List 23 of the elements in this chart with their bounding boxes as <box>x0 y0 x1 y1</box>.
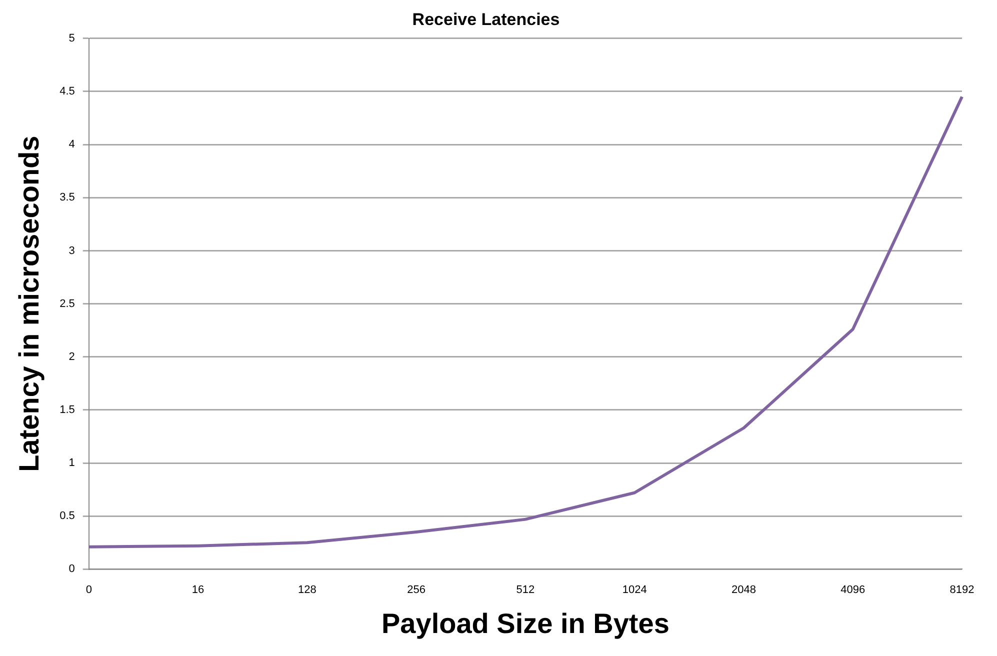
x-tick-label: 256 <box>407 584 426 596</box>
y-axis-title: Latency in microseconds <box>14 136 45 472</box>
x-tick-label: 4096 <box>840 584 866 596</box>
x-tick-label: 512 <box>516 584 535 596</box>
y-tick-label: 3 <box>68 244 75 257</box>
y-tick-label: 0 <box>68 563 75 576</box>
x-tick-label: 8192 <box>950 584 974 596</box>
y-tick-label: 0.5 <box>60 510 75 522</box>
x-tick-label: 2048 <box>731 584 756 596</box>
y-tick-label: 4.5 <box>60 86 75 98</box>
x-tick-label: 1024 <box>622 584 647 596</box>
x-tick-label: 16 <box>192 584 204 596</box>
x-axis-title: Payload Size in Bytes <box>382 608 670 639</box>
y-tick-label: 1.5 <box>60 404 75 416</box>
y-tick-label: 1 <box>68 457 75 470</box>
y-tick-label: 2.5 <box>60 298 75 310</box>
y-tick-label: 2 <box>68 350 75 363</box>
y-tick-label: 5 <box>68 32 75 44</box>
x-tick-label: 0 <box>86 584 92 596</box>
y-tick-label: 4 <box>68 138 75 151</box>
chart-title: Receive Latencies <box>412 10 560 29</box>
x-tick-label: 128 <box>298 584 316 596</box>
y-tick-label: 3.5 <box>60 192 75 204</box>
